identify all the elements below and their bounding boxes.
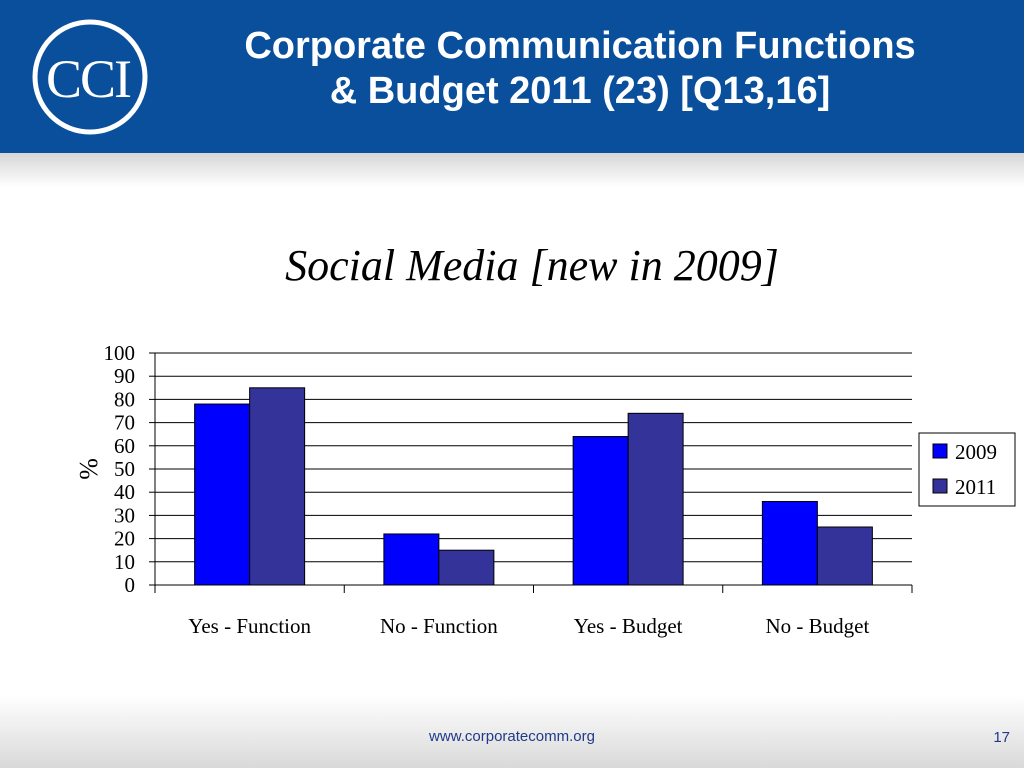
- slide-header: [0, 0, 1024, 153]
- legend-swatch-2009: [932, 443, 948, 459]
- header-shadow: [0, 153, 1024, 187]
- x-tick-label: No - Function: [380, 614, 498, 638]
- y-tick-label: 0: [125, 573, 136, 597]
- x-tick-label: Yes - Budget: [574, 614, 683, 638]
- bar-2009: [383, 533, 440, 586]
- bar-2011: [627, 412, 684, 586]
- bar-2009: [194, 403, 251, 586]
- bar-2009: [572, 436, 629, 586]
- logo-text: CCI: [46, 49, 131, 109]
- chart-title: Social Media [new in 2009]: [285, 241, 779, 290]
- y-tick-label: 70: [114, 411, 135, 435]
- page-number: 17: [993, 729, 1010, 746]
- bar-2011: [249, 387, 306, 586]
- x-tick-label: Yes - Function: [188, 614, 311, 638]
- footer-url[interactable]: www.corporatecomm.org: [429, 728, 595, 745]
- y-tick-label: 10: [114, 550, 135, 574]
- y-tick-label: 30: [114, 503, 135, 527]
- y-axis-label: %: [74, 458, 103, 480]
- bar-2009: [761, 500, 818, 586]
- y-tick-label: 50: [114, 457, 135, 481]
- y-tick-label: 90: [114, 364, 135, 388]
- bar-2011: [438, 549, 495, 586]
- slide-title: Corporate Communication Functions & Budg…: [150, 24, 1010, 114]
- legend-label: 2011: [955, 475, 996, 499]
- y-tick-label: 20: [114, 527, 135, 551]
- cci-logo: CCI: [32, 19, 148, 135]
- y-tick-label: 100: [104, 341, 136, 365]
- y-tick-label: 40: [114, 480, 135, 504]
- slide-title-line2: & Budget 2011 (23) [Q13,16]: [329, 70, 831, 112]
- slide-title-line1: Corporate Communication Functions: [244, 25, 916, 67]
- legend-swatch-2011: [932, 478, 948, 494]
- legend-label: 2009: [955, 440, 997, 464]
- bar-2011: [816, 526, 873, 586]
- y-tick-label: 60: [114, 434, 135, 458]
- x-tick-label: No - Budget: [765, 614, 869, 638]
- footer-background: [0, 695, 1024, 768]
- y-tick-label: 80: [114, 387, 135, 411]
